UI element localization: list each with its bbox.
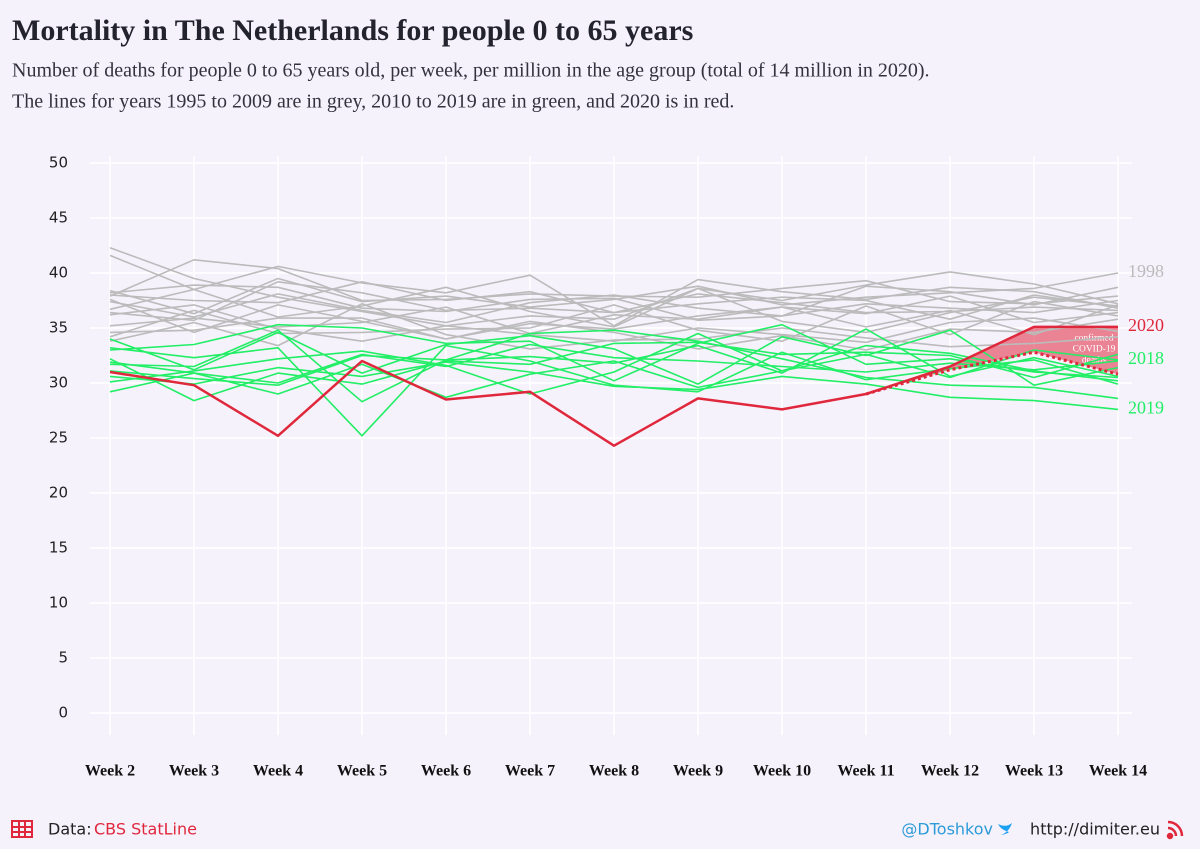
y-tick-label: 0 [58,704,68,722]
website-link[interactable]: http://dimiter.eu [1030,820,1160,839]
series-line [109,343,1119,393]
series-line [109,317,1119,351]
y-tick-label: 35 [49,319,68,337]
series-line [109,246,1119,327]
y-tick-label: 50 [49,154,68,172]
series-line [109,329,1119,400]
series-label: 2019 [1128,398,1164,418]
x-tick-label: Week 3 [169,763,219,780]
y-tick-label: 30 [49,374,68,392]
series-line [109,281,1119,320]
twitter-handle[interactable]: @DToshkov [901,820,993,839]
series-line [109,286,1119,334]
series-line [109,361,1119,411]
x-tick-label: Week 4 [253,763,303,780]
series-label: 1998 [1128,261,1164,281]
x-tick-label: Week 6 [421,763,471,780]
x-tick-label: Week 7 [505,763,555,780]
x-tick-label: Week 2 [85,763,135,780]
y-tick-label: 40 [49,264,68,282]
series-line [109,332,1119,395]
twitter-icon [998,823,1012,835]
series-line [109,272,1119,315]
chart-subtitle: Number of deaths for people 0 to 65 year… [12,60,930,82]
y-tick-label: 20 [49,484,68,502]
x-tick-label: Week 14 [1089,763,1147,780]
y-tick-label: 25 [49,429,68,447]
baseline-line [865,350,1119,396]
series-label: 2018 [1128,348,1164,368]
series-line [109,298,1119,340]
source-label: Data: [48,820,92,839]
series-line [109,344,1119,437]
table-icon [11,820,33,838]
series-line [109,303,1119,350]
series-line [109,349,1119,399]
series-line [109,329,1119,386]
series-line [109,254,1119,327]
source-link[interactable]: CBS StatLine [94,820,197,839]
series-line [109,300,1119,342]
series-line [109,325,1118,447]
y-tick-label: 45 [49,209,68,227]
plot-area: 0 5 10 15 20 25 30 35 40 45 50 Week 2 Week 3 Week 4 We… [49,154,1164,780]
series-line [109,295,1119,335]
x-tick-label: Week 13 [1005,763,1063,780]
series-line [109,328,1119,403]
y-tick-label: 15 [49,539,68,557]
series-line [109,293,1119,324]
series-line [109,341,1119,402]
rss-icon [1166,820,1184,840]
series-line [109,323,1119,382]
y-tick-label: 10 [49,594,68,612]
covid-area [866,326,1118,394]
x-tick-label: Week 12 [921,763,979,780]
x-tick-label: Week 9 [673,763,723,780]
annotation: COVID-19 [1073,345,1116,355]
chart-subtitle: The lines for years 1995 to 2009 are in … [12,91,734,113]
series-label: 2020 [1128,315,1164,335]
series-line [109,259,1119,305]
x-tick-label: Week 11 [837,763,894,780]
series-line [109,284,1119,322]
chart-title: Mortality in The Netherlands for people … [12,14,693,47]
y-tick-label: 5 [58,649,68,667]
x-tick-label: Week 10 [753,763,811,780]
x-tick-label: Week 8 [589,763,639,780]
x-tick-label: Week 5 [337,763,387,780]
series-line [109,304,1119,344]
